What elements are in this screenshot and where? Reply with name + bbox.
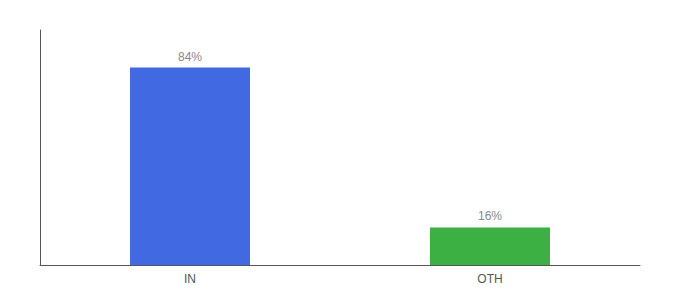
svg-text:IN: IN (184, 272, 196, 286)
svg-text:OTH: OTH (477, 272, 502, 286)
svg-text:16%: 16% (478, 209, 502, 223)
svg-text:84%: 84% (178, 50, 202, 64)
